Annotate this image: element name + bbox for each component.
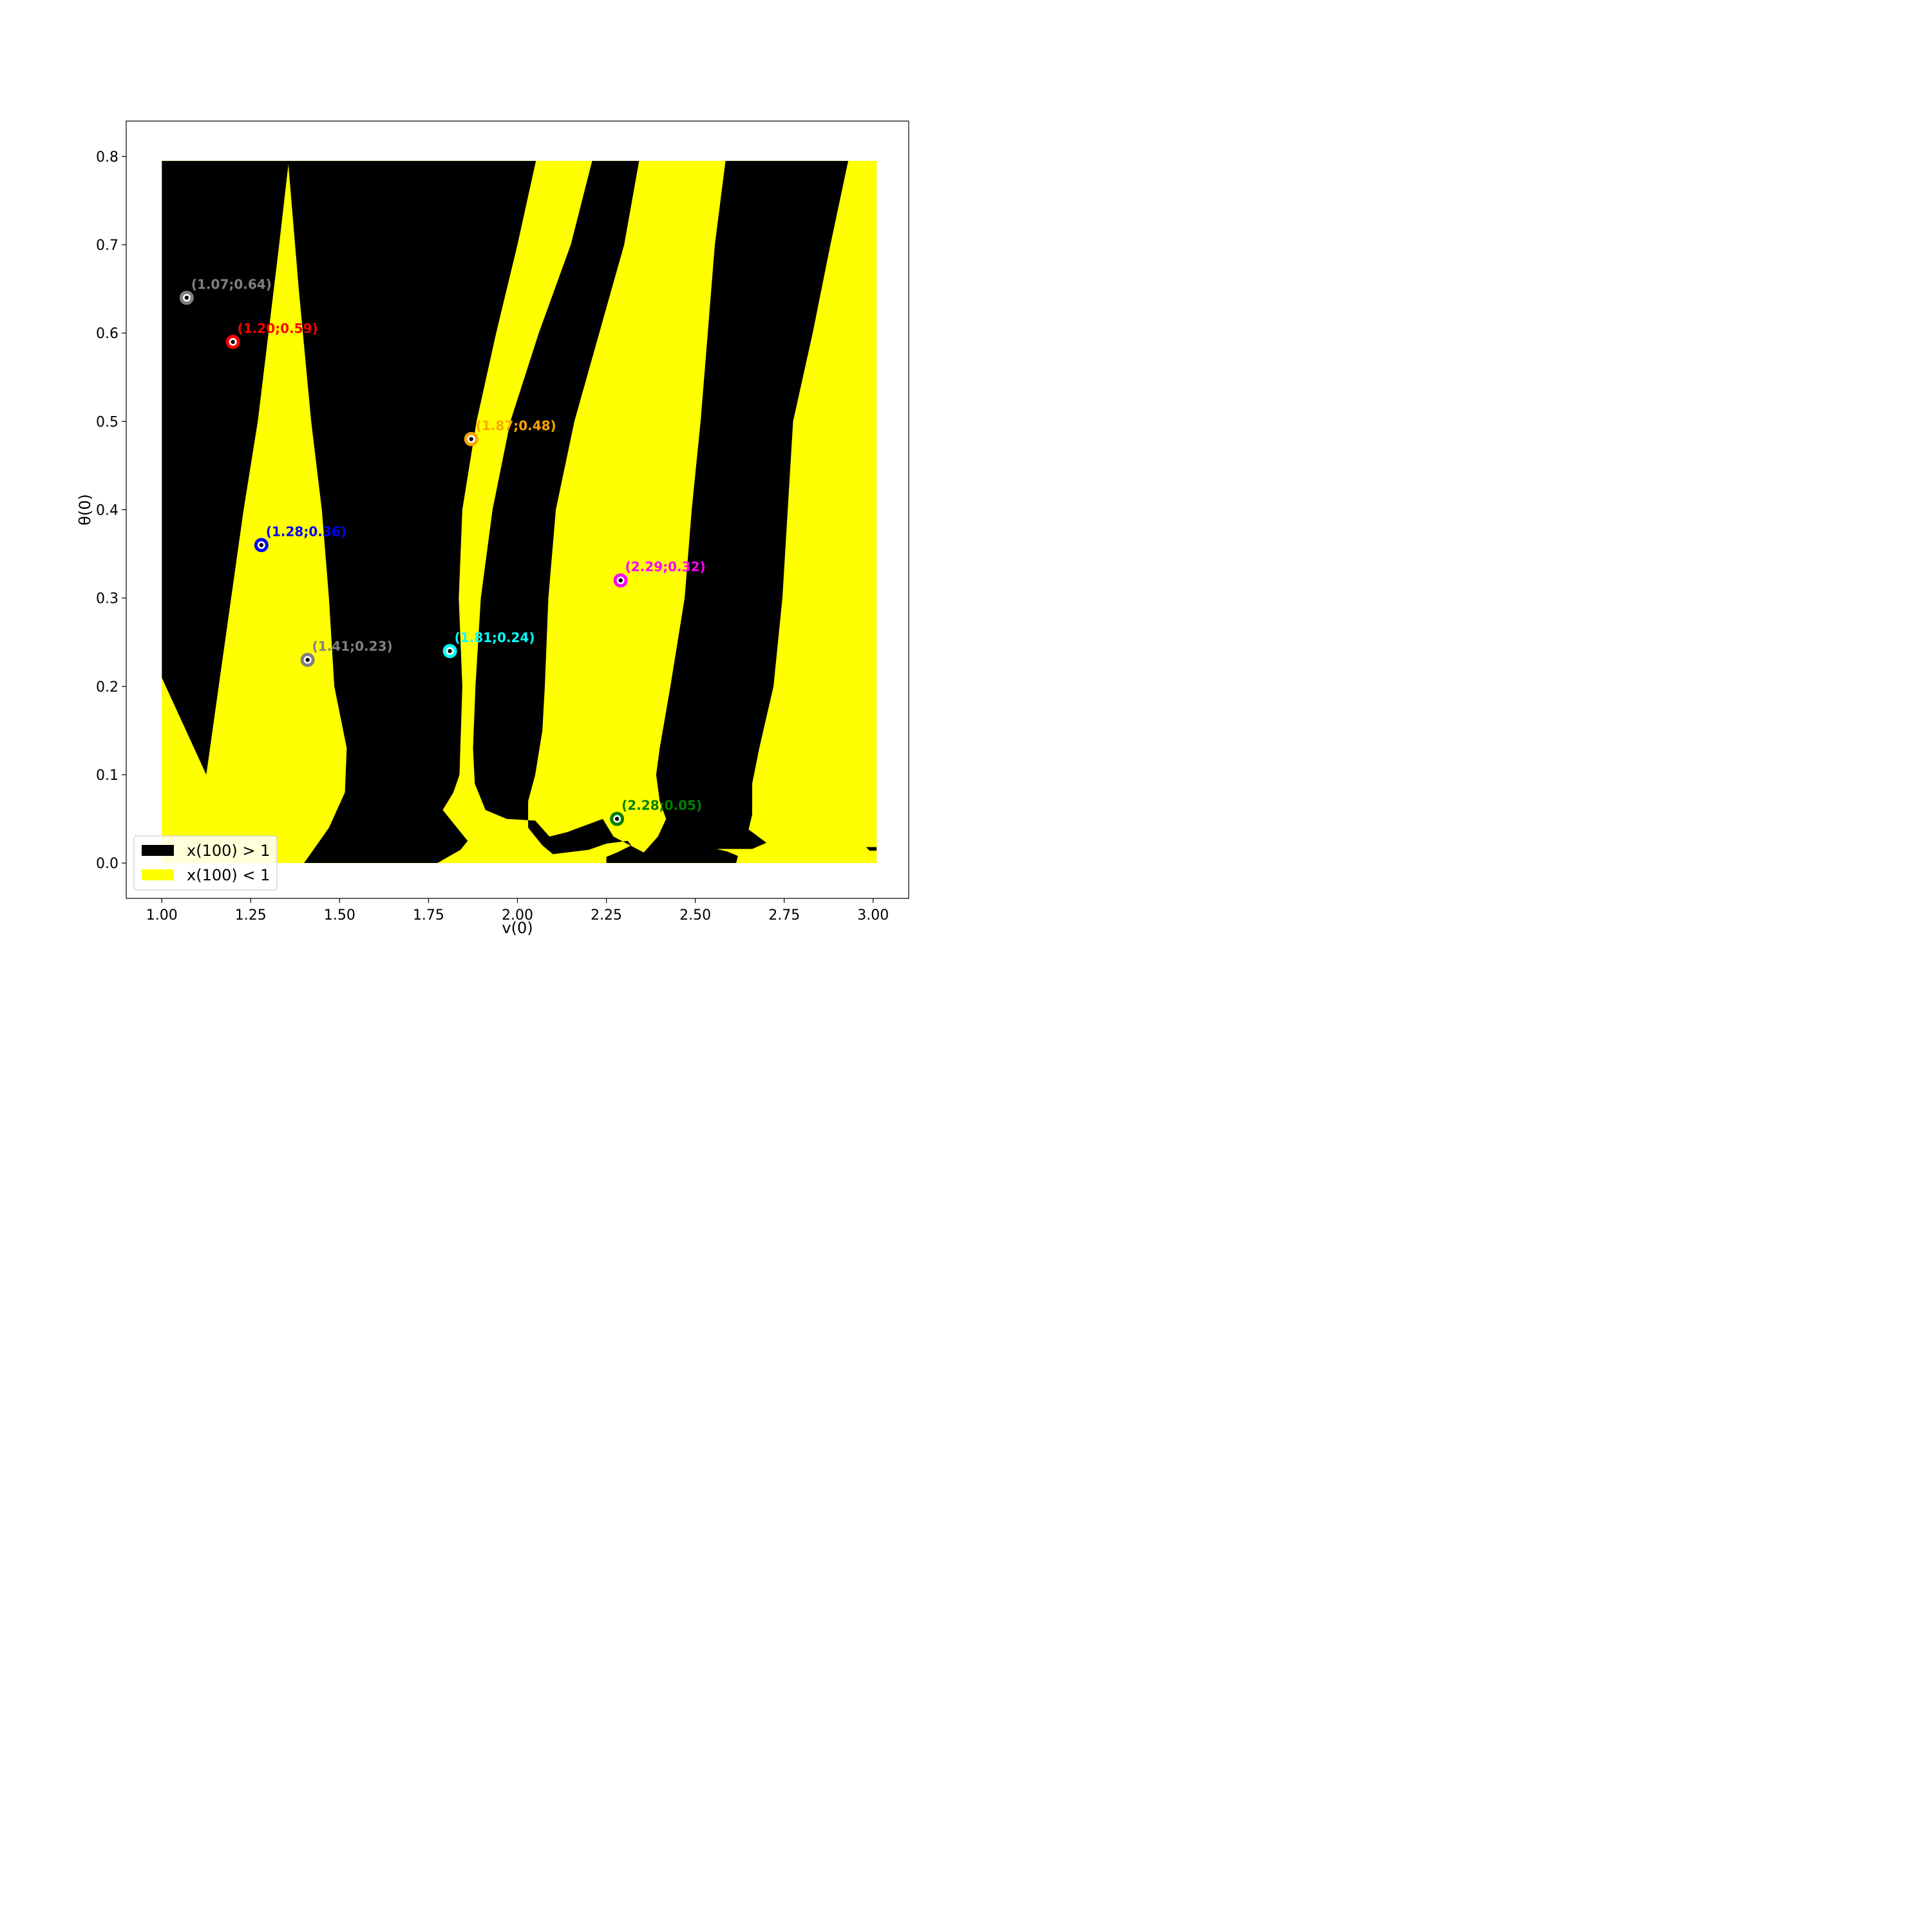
point-label: (2.29;0.32) <box>625 559 706 574</box>
x-tick-label: 2.00 <box>502 907 533 923</box>
data-point: (1.20;0.59) <box>225 321 318 349</box>
point-marker-center <box>231 339 235 345</box>
y-tick-label: 0.8 <box>96 149 118 166</box>
legend-swatch <box>142 845 174 856</box>
x-tick-label: 1.25 <box>235 907 267 923</box>
x-tick-label: 3.00 <box>857 907 889 923</box>
data-point: (1.28;0.36) <box>254 524 346 553</box>
region-band-3 <box>288 160 536 864</box>
y-tick-label: 0.1 <box>96 768 118 784</box>
point-label: (1.81;0.24) <box>455 630 535 645</box>
black-regions <box>162 160 877 864</box>
x-tick-label: 2.25 <box>591 907 622 923</box>
y-tick-label: 0.6 <box>96 326 118 342</box>
x-axis-ticks: 1.00 1.25 1.50 1.75 2.00 2.25 2.50 2.75 3.00 <box>146 898 889 923</box>
point-marker-center <box>305 658 310 662</box>
y-tick-label: 0.5 <box>96 414 118 430</box>
point-marker-center <box>614 817 620 821</box>
region-edge-fragment <box>866 847 877 851</box>
point-marker-center <box>618 578 623 583</box>
x-axis-label: v(0) <box>502 919 533 937</box>
data-point: (1.07;0.64) <box>179 276 272 305</box>
point-label: (1.20;0.59) <box>238 321 318 336</box>
legend-label: x(100) < 1 <box>187 866 270 884</box>
y-tick-label: 0.7 <box>96 238 118 254</box>
point-marker-center <box>259 543 264 547</box>
region-band-2 <box>473 160 849 864</box>
x-tick-label: 1.50 <box>324 907 355 923</box>
data-point: (2.28;0.05) <box>610 798 702 826</box>
point-label: (1.28;0.36) <box>266 524 346 539</box>
data-point: (1.41;0.23) <box>300 639 393 667</box>
legend-swatch <box>142 869 174 880</box>
point-label: (2.28;0.05) <box>621 798 702 813</box>
chart: (1.07;0.64) (1.20;0.59) (1.87;0.48) (1.28;0… <box>76 120 909 937</box>
legend-entry: x(100) > 1 <box>142 842 270 860</box>
point-label: (1.87;0.48) <box>476 418 556 433</box>
y-tick-label: 0.2 <box>96 679 118 696</box>
plot-area <box>162 160 877 864</box>
point-label: (1.41;0.23) <box>312 639 393 654</box>
y-tick-label: 0.4 <box>96 503 118 519</box>
data-point: (1.81;0.24) <box>442 630 535 658</box>
x-tick-label: 1.00 <box>146 907 178 923</box>
point-marker-center <box>448 649 452 654</box>
legend-entry: x(100) < 1 <box>142 866 270 884</box>
legend: x(100) > 1 x(100) < 1 <box>133 835 278 891</box>
data-markers: (1.07;0.64) (1.20;0.59) (1.87;0.48) (1.28;0… <box>179 276 706 826</box>
point-label: (1.07;0.64) <box>191 276 272 292</box>
y-axis-label: θ(0) <box>76 494 94 526</box>
point-marker-center <box>469 437 473 441</box>
y-axis-ticks: 0.0 0.1 0.2 0.3 0.4 0.5 0.6 0.7 0.8 <box>96 149 126 872</box>
data-point: (2.29;0.32) <box>613 559 706 588</box>
x-tick-label: 2.75 <box>768 907 800 923</box>
legend-label: x(100) > 1 <box>187 842 270 860</box>
point-marker-center <box>184 296 189 300</box>
region-band-1 <box>162 160 289 775</box>
y-tick-label: 0.3 <box>96 591 118 607</box>
data-point: (1.87;0.48) <box>464 418 556 446</box>
x-tick-label: 1.75 <box>413 907 444 923</box>
x-tick-label: 2.50 <box>679 907 711 923</box>
y-tick-label: 0.0 <box>96 856 118 872</box>
